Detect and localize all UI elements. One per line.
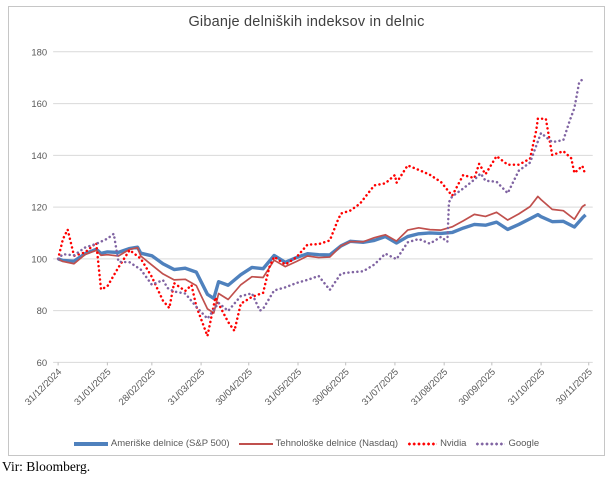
svg-text:140: 140 (31, 151, 47, 162)
svg-text:31/05/2025: 31/05/2025 (263, 367, 304, 408)
nvidia-dots-swatch-icon (407, 441, 438, 446)
svg-text:60: 60 (37, 358, 48, 369)
legend-label-sp500: Ameriške delnice (S&P 500) (110, 438, 230, 449)
legend-label-google: Google (508, 438, 540, 449)
svg-text:80: 80 (37, 306, 48, 317)
svg-text:30/11/2025: 30/11/2025 (554, 367, 595, 408)
legend-item-google: Google (475, 438, 539, 449)
legend-item-nasdaq: Tehnološke delnice (Nasdaq) (238, 438, 399, 449)
nasdaq-line-swatch-icon (238, 442, 273, 445)
legend-label-nasdaq: Tehnološke delnice (Nasdaq) (275, 438, 399, 449)
legend-item-sp500: Ameriške delnice (S&P 500) (73, 438, 230, 449)
svg-text:31/08/2025: 31/08/2025 (409, 367, 450, 408)
svg-text:30/09/2025: 30/09/2025 (457, 367, 498, 408)
svg-text:100: 100 (31, 254, 47, 265)
svg-text:30/04/2025: 30/04/2025 (214, 367, 255, 408)
svg-text:31/03/2025: 31/03/2025 (166, 367, 207, 408)
source-note: Vir: Bloomberg. (2, 459, 91, 474)
legend-item-nvidia: Nvidia (407, 438, 466, 449)
chart-area[interactable]: Gibanje delniških indeksov in delnic 60 8… (8, 6, 605, 456)
svg-text:31/10/2025: 31/10/2025 (506, 367, 547, 408)
svg-text:180: 180 (31, 47, 47, 58)
svg-text:31/12/2024: 31/12/2024 (23, 367, 64, 408)
svg-text:31/01/2025: 31/01/2025 (72, 367, 113, 408)
svg-text:31/07/2025: 31/07/2025 (360, 367, 401, 408)
svg-text:30/06/2025: 30/06/2025 (311, 367, 352, 408)
sp500-line-swatch-icon (73, 441, 108, 446)
svg-text:28/02/2025: 28/02/2025 (117, 367, 158, 408)
plot-svg: 60 80 100 120 140 160 180 31/12/2024 31/01/2025 2… (23, 47, 595, 408)
legend-label-nvidia: Nvidia (440, 438, 467, 449)
chart-legend: Ameriške delnice (S&P 500) Tehnološke de… (9, 438, 604, 449)
chart-title: Gibanje delniških indeksov in delnic (188, 14, 425, 30)
svg-text:120: 120 (31, 203, 47, 214)
svg-text:160: 160 (31, 99, 47, 110)
google-dots-swatch-icon (475, 441, 506, 446)
